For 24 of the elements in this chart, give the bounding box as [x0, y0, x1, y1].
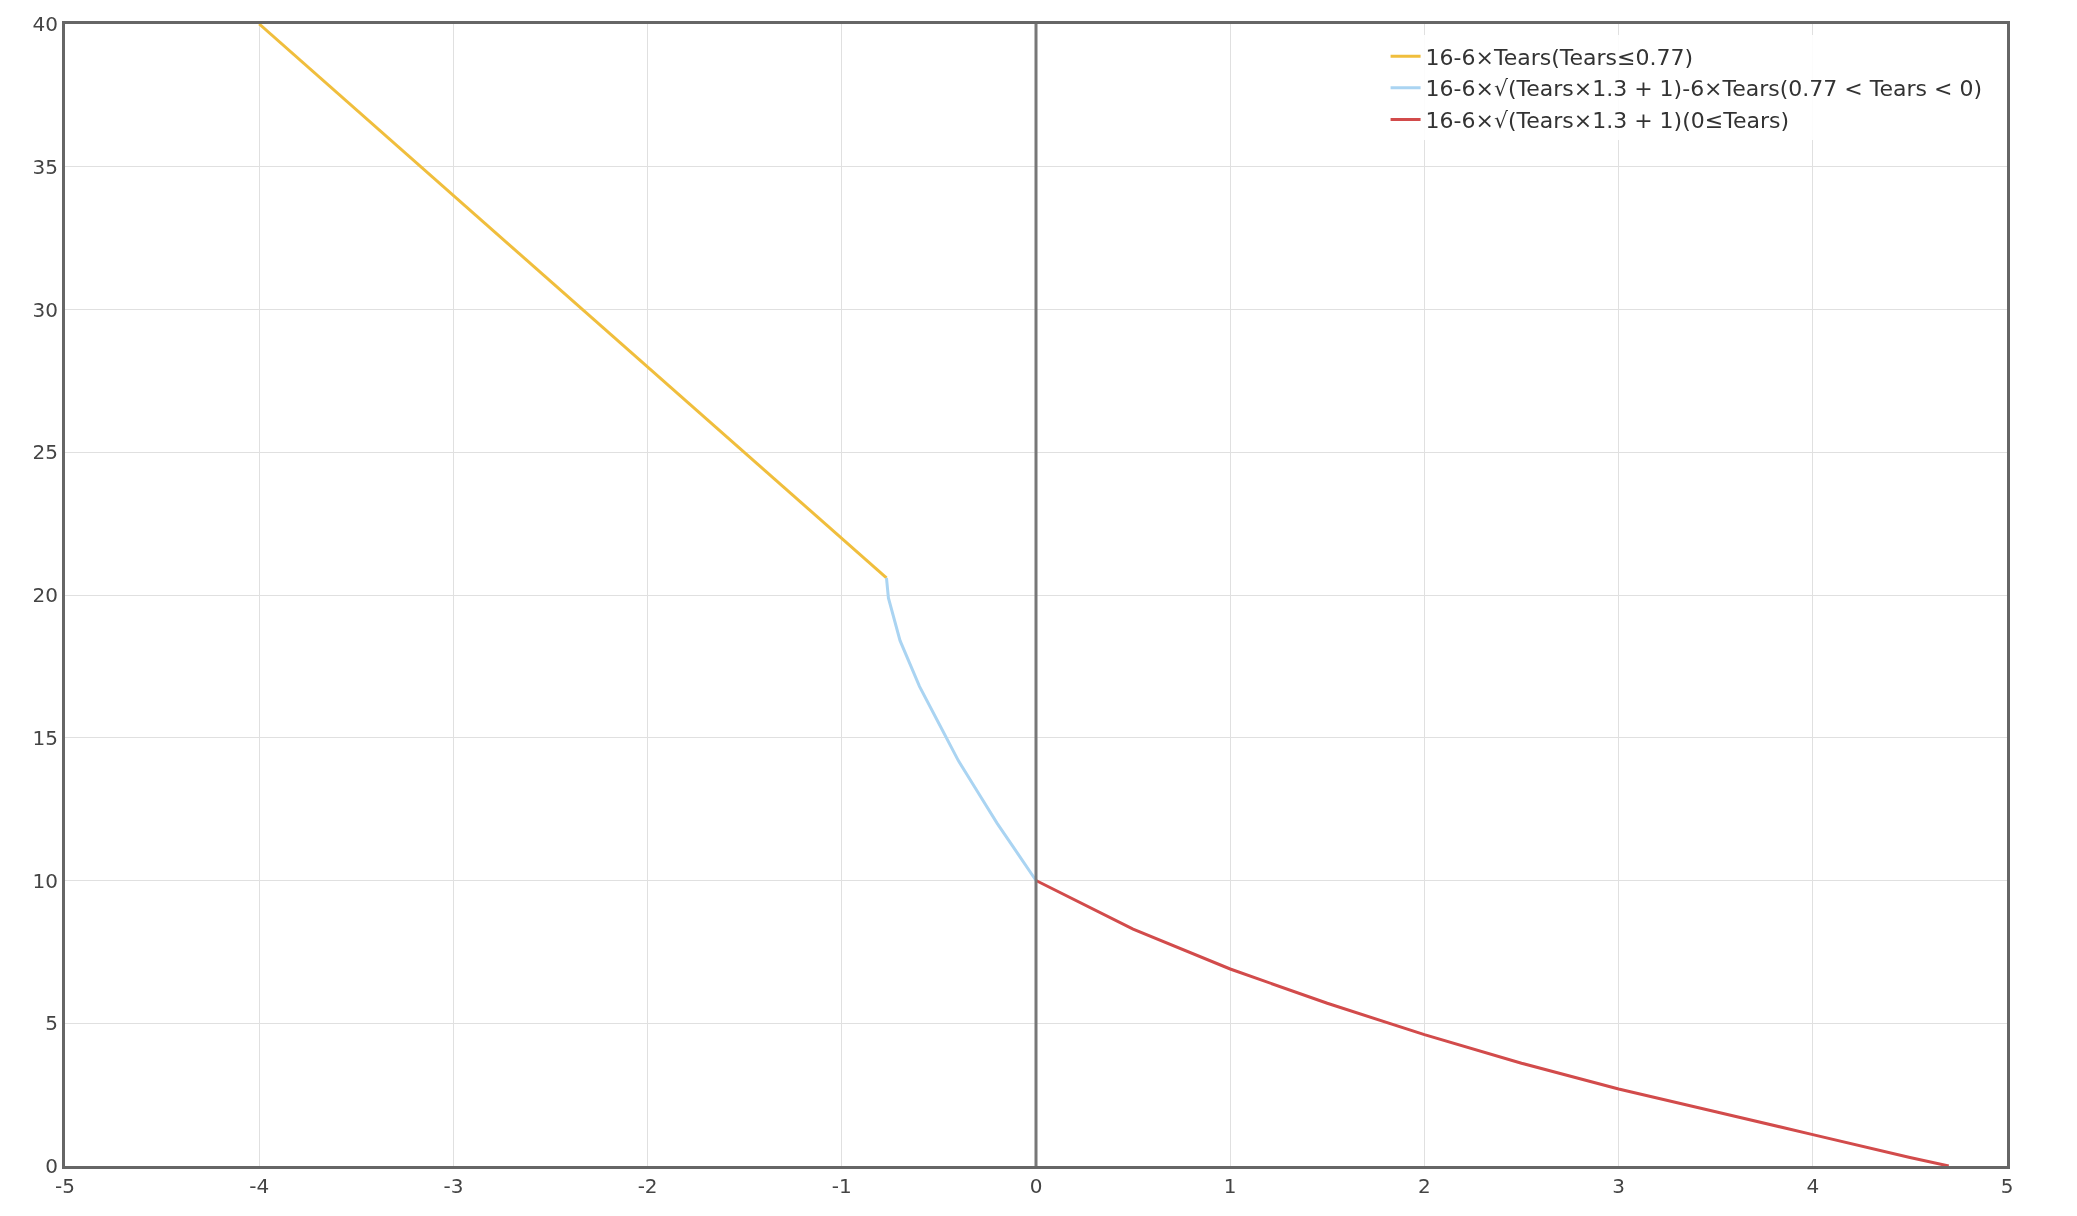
x-tick-label: -2	[637, 1174, 658, 1198]
x-tick-label: 5	[2000, 1174, 2014, 1198]
y-tick-label: 20	[32, 583, 58, 607]
x-tick-label: -3	[443, 1174, 464, 1198]
line-series	[884, 576, 1038, 882]
legend-label: 16-6×√(Tears×1.3 + 1)(0≤Tears)	[1425, 108, 1790, 133]
x-tick-label: 4	[1806, 1174, 1820, 1198]
y-tick-label: 25	[32, 440, 58, 465]
y-tick-label: 30	[32, 297, 58, 322]
y-tick-label: 15	[32, 725, 58, 750]
y-tick-label: 40	[32, 12, 58, 36]
legend-label: 16-6×√(Tears×1.3 + 1)-6×Tears(0.77 < Tears < 0)	[1425, 76, 1982, 102]
y-tick-label: 35	[32, 154, 58, 179]
x-tick-label: 0	[1029, 1174, 1043, 1198]
y-tick-label: 5	[45, 1011, 58, 1036]
x-tick-label: 1	[1223, 1174, 1237, 1198]
x-tick-label: 2	[1418, 1174, 1431, 1198]
y-tick-label: 0	[45, 1154, 58, 1178]
x-tick-label: -5	[55, 1174, 75, 1198]
x-tick-label: 3	[1612, 1174, 1625, 1198]
legend-label: 16-6×Tears(Tears≤0.77)	[1425, 44, 1693, 70]
y-tick-label: 10	[32, 868, 58, 893]
x-tick-label: -1	[831, 1174, 852, 1198]
x-tick-label: -4	[249, 1174, 270, 1198]
